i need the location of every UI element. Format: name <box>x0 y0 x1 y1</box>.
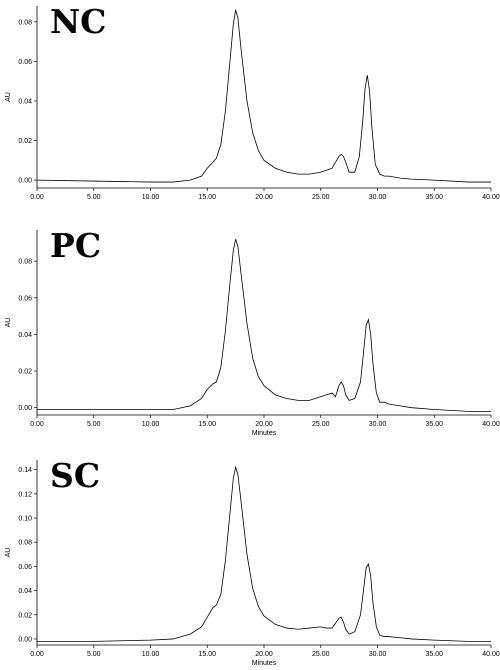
x-tick-label: 25.00 <box>312 421 330 428</box>
x-tick-label: 30.00 <box>369 421 387 428</box>
x-tick-label: 0.00 <box>30 421 44 428</box>
x-tick-label: 5.00 <box>87 421 101 428</box>
x-tick-label: 40.00 <box>482 421 500 428</box>
y-tick-label: 0.04 <box>18 98 32 105</box>
x-axis-title: Minutes <box>252 430 277 437</box>
y-tick-label: 0.04 <box>18 588 32 595</box>
panel-label: NC <box>50 2 106 41</box>
x-tick-label: 20.00 <box>255 421 273 428</box>
chromatogram-trace <box>36 9 491 183</box>
y-tick-label: 0.00 <box>18 636 32 643</box>
x-tick-label: 5.00 <box>87 194 101 201</box>
y-tick-label: 0.06 <box>18 564 32 571</box>
y-tick-label: 0.08 <box>18 540 32 547</box>
x-tick-label: 35.00 <box>425 651 443 658</box>
chromatogram-panel-pc: 0.00 5.00 10.00 15.00 20.00 25.00 30.00 35.00 40… <box>5 226 500 437</box>
chromatogram-trace <box>37 239 491 412</box>
y-tick-label: 0.02 <box>18 138 32 145</box>
y-axis-title: AU <box>5 92 12 102</box>
chromatogram-trace <box>37 465 491 642</box>
x-tick-label: 10.00 <box>142 421 160 428</box>
x-tick-label: 30.00 <box>369 651 387 658</box>
y-tick-label: 0.00 <box>18 178 32 185</box>
y-tick-label: 0.14 <box>18 467 32 474</box>
y-tick-label: 0.06 <box>18 295 32 302</box>
y-tick-label: 0.08 <box>18 19 32 26</box>
x-tick-label: 10.00 <box>142 651 160 658</box>
x-tick-label: 5.00 <box>87 651 101 658</box>
x-tick-label: 20.00 <box>255 194 273 201</box>
x-tick-label: 25.00 <box>312 194 330 201</box>
y-axis-title: AU <box>5 548 12 558</box>
x-tick-label: 35.00 <box>425 194 443 201</box>
x-tick-label: 40.00 <box>482 651 500 658</box>
y-tick-label: 0.04 <box>18 332 32 339</box>
x-tick-label: 20.00 <box>255 651 273 658</box>
y-tick-label: 0.00 <box>18 405 32 412</box>
x-tick-label: 15.00 <box>198 651 216 658</box>
x-tick-label: 40.00 <box>482 194 500 201</box>
x-tick-label: 10.00 <box>142 194 160 201</box>
x-tick-label: 0.00 <box>30 651 44 658</box>
x-tick-label: 35.00 <box>425 421 443 428</box>
y-axis-title: AU <box>5 318 12 328</box>
panel-label: PC <box>50 226 101 265</box>
y-tick-label: 0.12 <box>18 491 32 498</box>
x-tick-label: 25.00 <box>312 651 330 658</box>
chromatogram-panel-sc: 0.00 5.00 10.00 15.00 20.00 25.00 30.00 35.00 40… <box>5 456 500 667</box>
x-tick-label: 30.00 <box>369 194 387 201</box>
y-tick-label: 0.06 <box>18 59 32 66</box>
x-tick-label: 15.00 <box>198 194 216 201</box>
x-tick-label: 0.00 <box>30 194 44 201</box>
x-axis-title: Minutes <box>252 660 277 667</box>
y-tick-label: 0.10 <box>18 516 32 523</box>
y-tick-label: 0.02 <box>18 612 32 619</box>
panel-label: SC <box>50 456 100 495</box>
y-tick-label: 0.02 <box>18 369 32 376</box>
y-tick-label: 0.08 <box>18 259 32 266</box>
chromatogram-panel-nc: 0.00 5.00 10.00 15.00 20.00 25.00 30.00 35.00 40… <box>5 2 500 201</box>
x-tick-label: 15.00 <box>198 421 216 428</box>
